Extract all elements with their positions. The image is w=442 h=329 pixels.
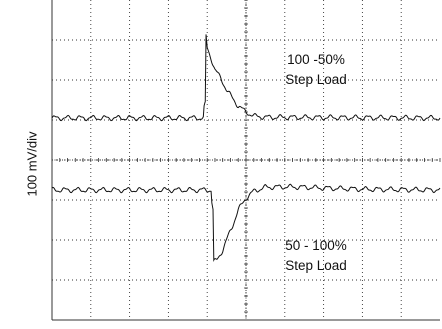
y-axis-label: 100 mV/div xyxy=(24,131,40,197)
trace-step-50-to-100 xyxy=(51,183,441,262)
annotation-lower-line2: Step Load xyxy=(285,258,347,273)
annotation-lower-line1: 50 - 100% xyxy=(285,238,347,253)
traces xyxy=(51,34,441,262)
annotation-lower: 50 - 100% Step Load xyxy=(266,236,366,276)
trace-step-100-to-50 xyxy=(51,34,441,122)
annotation-upper-line1: 100 -50% xyxy=(287,52,345,67)
annotation-upper-line2: Step Load xyxy=(285,72,347,87)
grid xyxy=(51,0,441,321)
annotation-upper: 100 -50% Step Load xyxy=(266,50,366,90)
